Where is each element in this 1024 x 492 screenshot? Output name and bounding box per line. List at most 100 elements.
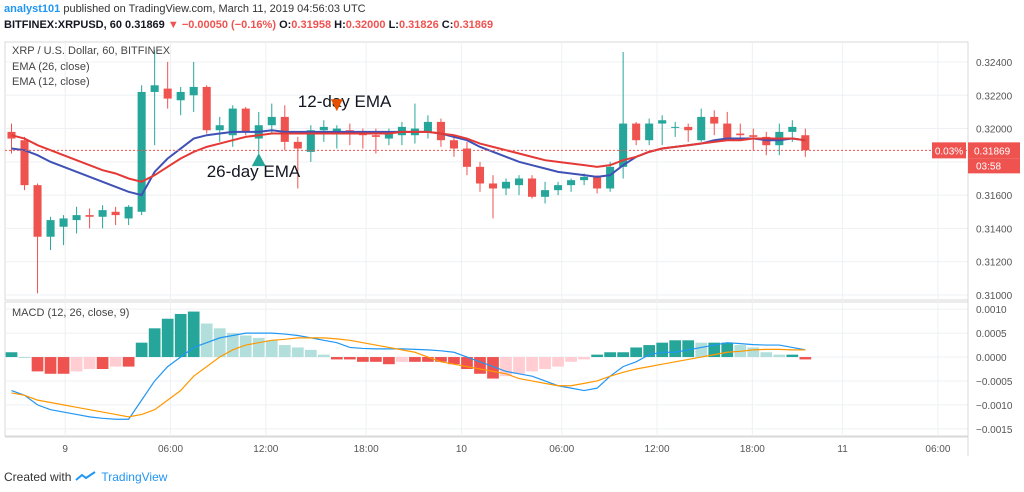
macd-histogram-bar: [539, 357, 551, 369]
candle-body: [567, 180, 576, 186]
candle-body: [684, 126, 693, 131]
macd-histogram-bar: [435, 357, 447, 362]
price-tick-label: 0.32400: [976, 58, 1013, 69]
macd-histogram-bar: [422, 357, 434, 362]
candle-body: [514, 178, 524, 186]
candle-body: [436, 121, 445, 141]
candle-body: [541, 190, 550, 197]
price-tick-label: 0.31400: [976, 224, 1013, 235]
time-tick-label: 06:00: [549, 444, 574, 455]
price-pane-title: XRP / U.S. Dollar, 60, BITFINEX: [12, 45, 171, 57]
macd-tick-label: 0.0005: [976, 329, 1007, 340]
symbol-label: BITFINEX:XRPUSD, 60: [4, 19, 122, 31]
macd-histogram-bar: [252, 337, 265, 358]
macd-histogram-bar: [135, 342, 148, 358]
candle-body: [72, 215, 81, 221]
macd-histogram-bar: [617, 352, 629, 358]
macd-histogram-bar: [591, 354, 603, 358]
macd-histogram-bar: [500, 357, 512, 377]
macd-tick-label: −0.0005: [976, 377, 1013, 388]
price-tick-label: 0.32200: [976, 91, 1013, 102]
arrow-down-icon: [330, 99, 343, 112]
macd-histogram-bar: [317, 354, 330, 358]
macd-histogram-bar: [83, 357, 96, 369]
macd-histogram-bar: [44, 357, 57, 374]
macd-histogram-bar: [122, 357, 135, 367]
axes: 0.310000.312000.314000.316000.318000.320…: [5, 42, 1013, 456]
macd-histogram-bar: [18, 357, 31, 359]
candle-body: [580, 176, 589, 181]
macd-histogram-bar: [773, 354, 786, 358]
macd-histogram-bar: [174, 313, 187, 358]
candle-body: [33, 185, 42, 237]
candle-body: [59, 218, 68, 227]
high-value: 0.32000: [345, 19, 386, 31]
macd-pane-title: MACD (12, 26, close, 9): [12, 307, 129, 319]
candle-body: [619, 123, 628, 167]
candle-body: [749, 135, 758, 137]
macd-histogram-bar: [344, 357, 356, 360]
macd-histogram-bar: [643, 345, 656, 358]
macd-histogram-bar: [200, 323, 213, 358]
author-link[interactable]: analyst101: [4, 3, 61, 15]
candle-body: [228, 108, 237, 136]
candle-body: [528, 178, 537, 197]
time-tick-label: 10: [456, 444, 468, 455]
macd-histogram-bar: [213, 328, 226, 358]
tradingview-brand[interactable]: TradingView: [101, 470, 168, 484]
candle-body: [332, 128, 341, 132]
candle-body: [606, 166, 615, 189]
last-price: 0.31869: [125, 19, 165, 31]
footer: Created with TradingView: [4, 470, 167, 484]
candle-body: [632, 123, 641, 141]
candle-body: [215, 125, 224, 131]
annotation-26-day-ema: 26-day EMA: [207, 162, 301, 181]
macd-tick-label: 0.0010: [976, 305, 1007, 316]
macd-histogram-bar: [5, 352, 18, 358]
macd-histogram-bar: [708, 342, 721, 358]
candle-body: [267, 116, 276, 126]
macd-histogram-bar: [669, 340, 682, 358]
macd-histogram-bar: [747, 347, 760, 358]
ema-legend-entry: EMA (12, close): [12, 76, 90, 88]
macd-histogram-bar: [187, 311, 200, 358]
price-change: −0.00050 (−0.16%): [181, 19, 276, 31]
low-label: L:: [388, 19, 399, 31]
macd-histogram-bar: [578, 357, 590, 360]
candle-body: [475, 166, 485, 184]
countdown-tag-text: 03:58: [976, 161, 1001, 172]
candle-body: [697, 116, 706, 141]
candle-body: [163, 88, 172, 99]
candle-body: [371, 135, 380, 137]
macd-layer: [5, 311, 812, 420]
candle-body: [280, 116, 289, 142]
macd-histogram-bar: [630, 347, 643, 358]
macd-histogram-bar: [565, 357, 577, 362]
macd-histogram-bar: [57, 357, 70, 374]
candle-body: [723, 123, 732, 141]
candle-body: [319, 126, 328, 131]
macd-histogram-bar: [552, 357, 564, 367]
time-tick-label: 12:00: [253, 444, 278, 455]
macd-histogram-bar: [109, 357, 122, 367]
macd-histogram-bar: [409, 357, 421, 362]
candle-body: [137, 91, 146, 212]
chart-area[interactable]: 0.310000.312000.314000.316000.318000.320…: [0, 38, 1024, 466]
macd-histogram-bar: [656, 342, 669, 358]
candle-body: [189, 86, 198, 96]
publish-line: analyst101 published on TradingView.com,…: [4, 3, 366, 15]
macd-histogram-bar: [513, 357, 525, 374]
macd-histogram-bar: [70, 357, 83, 372]
price-tick-label: 0.31200: [976, 258, 1013, 269]
macd-histogram-bar: [226, 333, 239, 358]
close-value: 0.31869: [453, 19, 494, 31]
candle-body: [423, 121, 432, 132]
macd-histogram-bar: [161, 318, 174, 358]
macd-histogram-bar: [278, 345, 291, 358]
price-tag-box: [968, 142, 1020, 159]
price-tick-label: 0.31600: [976, 191, 1013, 202]
candle-body: [176, 91, 185, 101]
candle-body: [449, 140, 459, 149]
macd-histogram-bar: [461, 357, 473, 369]
annotations: 0.03% 0.31869 03:58 XRP / U.S. Dollar, 60, …: [12, 45, 1020, 319]
